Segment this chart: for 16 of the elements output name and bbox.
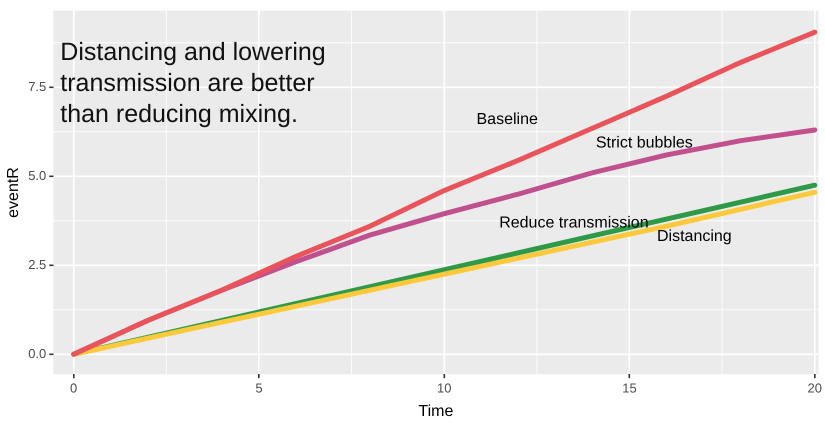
text: Distancing and lowering transmission are better than reducing mixing.: [60, 38, 326, 128]
y-tick-label: 5.0: [28, 168, 46, 183]
y-tick-label: 0.0: [28, 346, 46, 361]
series-label: Baseline: [476, 111, 538, 128]
series-label: Distancing: [656, 228, 732, 246]
x-tick-label: 15: [622, 380, 637, 396]
y-axis-title: eventR: [5, 167, 22, 218]
x-tick-label: 5: [255, 380, 263, 396]
x-tick-label: 20: [808, 380, 822, 396]
series-label: Reduce transmission: [499, 214, 649, 232]
x-tick-label: 0: [70, 380, 78, 396]
series-label: Strict bubbles: [596, 134, 693, 152]
y-tick-label: 7.5: [28, 78, 46, 94]
x-tick-label: 10: [436, 380, 452, 396]
y-tick-label: 2.5: [28, 256, 46, 272]
x-axis-title: Time: [418, 402, 454, 420]
